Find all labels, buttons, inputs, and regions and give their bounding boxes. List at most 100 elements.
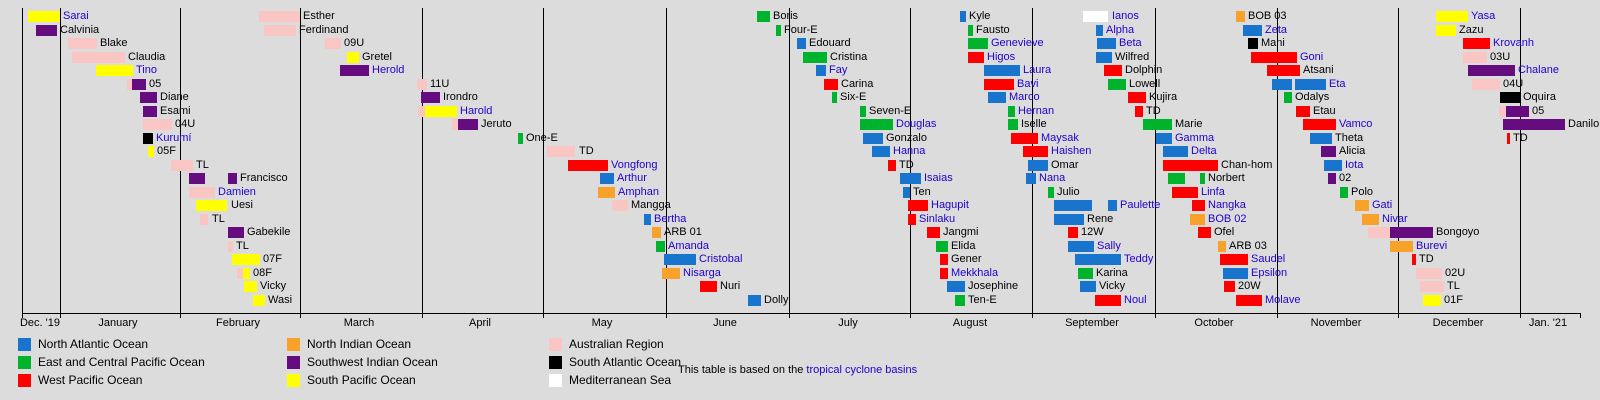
storm-label[interactable]: Herold xyxy=(372,64,405,76)
storm-label: Danilo xyxy=(1568,118,1600,130)
storm-bar xyxy=(237,268,243,279)
storm-label[interactable]: Molave xyxy=(1265,294,1301,306)
storm-bar xyxy=(936,241,948,252)
storm-label[interactable]: Goni xyxy=(1300,51,1324,63)
storm-bar xyxy=(72,52,125,63)
storm-label: 12W xyxy=(1081,226,1104,238)
storm-label[interactable]: Alpha xyxy=(1106,24,1135,36)
storm-bar xyxy=(824,79,838,90)
storm-label[interactable]: Vongfong xyxy=(611,159,658,171)
storm-label[interactable]: Arthur xyxy=(617,172,647,184)
storm-bar xyxy=(1236,11,1245,22)
storm-bar xyxy=(259,11,300,22)
storm-label: 20W xyxy=(1238,280,1261,292)
storm-label[interactable]: Fay xyxy=(829,64,848,76)
storm-bar xyxy=(1008,119,1018,130)
storm-label: Jeruto xyxy=(481,118,512,130)
storm-label: Gretel xyxy=(362,51,392,63)
storm-label: Ten xyxy=(913,186,931,198)
storm-label[interactable]: Iota xyxy=(1345,159,1364,171)
storm-label[interactable]: Bavi xyxy=(1017,78,1039,90)
storm-label: Ofel xyxy=(1214,226,1235,238)
storm-label: Calvinia xyxy=(60,24,100,36)
storm-label[interactable]: Paulette xyxy=(1120,199,1161,211)
storm-label[interactable]: Isaias xyxy=(924,172,953,184)
storm-label[interactable]: Nangka xyxy=(1208,199,1246,211)
storm-label[interactable]: Amphan xyxy=(618,186,659,198)
storm-label[interactable]: Saudel xyxy=(1251,253,1286,265)
legend-label: North Atlantic Ocean xyxy=(38,337,149,351)
axis-tick xyxy=(1155,313,1156,318)
storm-label[interactable]: Delta xyxy=(1191,145,1217,157)
storm-label[interactable]: Marco xyxy=(1009,91,1040,103)
month-gridline xyxy=(665,8,667,313)
storm-label[interactable]: Yasa xyxy=(1471,10,1496,22)
storm-label[interactable]: Ianos xyxy=(1112,10,1139,22)
storm-bar xyxy=(908,200,928,211)
storm-label[interactable]: Laura xyxy=(1023,64,1052,76)
storm-label[interactable]: Tino xyxy=(136,64,157,76)
storm-label[interactable]: Hanna xyxy=(893,145,926,157)
storm-label[interactable]: Amanda xyxy=(668,240,709,252)
storm-bar xyxy=(1500,92,1520,103)
storm-label[interactable]: Harold xyxy=(460,105,493,117)
storm-label[interactable]: Douglas xyxy=(896,118,937,130)
storm-bar xyxy=(927,227,940,238)
storm-label[interactable]: Mekkhala xyxy=(951,267,999,279)
storm-bar xyxy=(1412,254,1416,265)
storm-label[interactable]: Hagupit xyxy=(931,199,969,211)
storm-label[interactable]: Nana xyxy=(1039,172,1066,184)
storm-label[interactable]: Higos xyxy=(987,51,1016,63)
storm-bar xyxy=(1172,187,1198,198)
storm-bar xyxy=(1190,214,1205,225)
axis-tick xyxy=(1580,313,1581,318)
storm-bar xyxy=(662,268,680,279)
storm-label[interactable]: Kurumí xyxy=(156,132,192,144)
storm-label[interactable]: Nisarga xyxy=(683,267,721,279)
storm-bar xyxy=(1026,173,1036,184)
storm-bar xyxy=(1503,119,1565,130)
storm-label[interactable]: Cristobal xyxy=(699,253,743,265)
storm-label[interactable]: Burevi xyxy=(1416,240,1448,252)
month-gridline xyxy=(21,8,23,313)
storm-label: Mani xyxy=(1261,37,1285,49)
storm-label: 03U xyxy=(1490,51,1511,63)
storm-label: Bongoyo xyxy=(1436,226,1480,238)
storm-label[interactable]: Damien xyxy=(218,186,256,198)
storm-label: Rene xyxy=(1087,213,1114,225)
storm-label[interactable]: BOB 02 xyxy=(1208,213,1247,225)
storm-label[interactable]: Sarai xyxy=(63,10,89,22)
storm-bar xyxy=(143,106,157,117)
storm-label: TD xyxy=(579,145,594,157)
storm-label[interactable]: Sally xyxy=(1097,240,1121,252)
storm-label[interactable]: Zeta xyxy=(1265,24,1288,36)
storm-bar xyxy=(417,79,427,90)
storm-label[interactable]: Hernan xyxy=(1018,105,1055,117)
storm-bar xyxy=(418,106,425,117)
storm-bar xyxy=(1075,254,1121,265)
storm-bar xyxy=(127,79,132,90)
storm-label: Oquira xyxy=(1523,91,1557,103)
storm-label[interactable]: Maysak xyxy=(1041,132,1079,144)
storm-label[interactable]: Genevieve xyxy=(991,37,1044,49)
storm-label[interactable]: Gamma xyxy=(1175,132,1215,144)
storm-label[interactable]: Epsilon xyxy=(1251,267,1288,279)
storm-label[interactable]: Vamco xyxy=(1339,118,1373,130)
storm-label[interactable]: Teddy xyxy=(1124,253,1154,265)
storm-label[interactable]: Nivar xyxy=(1382,213,1408,225)
month-label: June xyxy=(713,317,737,329)
storm-label[interactable]: Noul xyxy=(1124,294,1147,306)
storm-label[interactable]: Beta xyxy=(1119,37,1142,49)
storm-label[interactable]: Krovanh xyxy=(1493,37,1534,49)
tropical-cyclone-basins-link[interactable]: tropical cyclone basins xyxy=(806,364,918,376)
storm-label[interactable]: Gati xyxy=(1372,199,1393,211)
storm-bar xyxy=(421,92,440,103)
storm-bar xyxy=(189,173,205,184)
storm-label[interactable]: Bertha xyxy=(654,213,687,225)
storm-label[interactable]: Linfa xyxy=(1201,186,1225,198)
storm-label[interactable]: Chalane xyxy=(1518,64,1559,76)
storm-label[interactable]: Sinlaku xyxy=(919,213,956,225)
storm-label[interactable]: Eta xyxy=(1329,78,1346,90)
storm-label: 05 xyxy=(1532,105,1545,117)
storm-label[interactable]: Haishen xyxy=(1051,145,1092,157)
